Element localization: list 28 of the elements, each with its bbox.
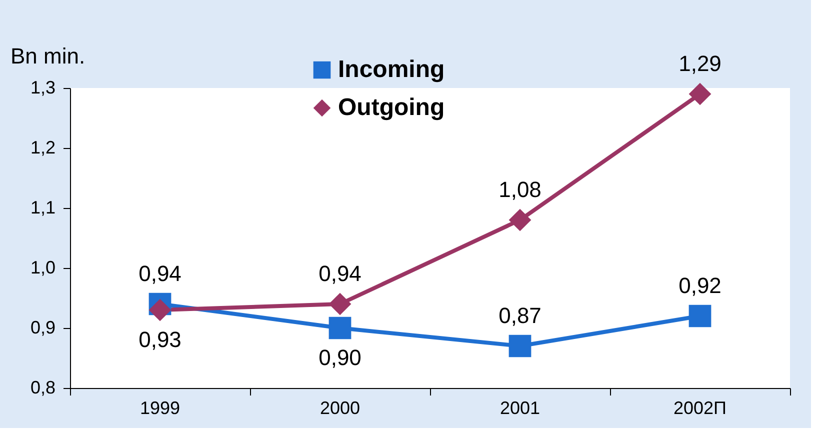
- point: [328, 292, 352, 316]
- data-label: 1,29: [678, 51, 722, 76]
- data-label: 0,93: [138, 327, 182, 352]
- point: [508, 208, 532, 232]
- y-tick-label: 1,1: [30, 198, 56, 218]
- data-label: 1,08: [498, 177, 542, 202]
- y-tick-label: 1,3: [30, 78, 56, 98]
- legend-label: Outgoing: [338, 94, 445, 121]
- y-tick-label: 0,8: [30, 378, 56, 398]
- x-tick-label: 2001: [500, 398, 540, 418]
- point: [688, 304, 712, 328]
- y-axis-title: Bn min.: [10, 44, 86, 68]
- data-label: 0,94: [138, 261, 182, 286]
- point: [148, 298, 172, 322]
- data-label: 0,87: [498, 303, 542, 328]
- x-tick-label: 2000: [320, 398, 360, 418]
- y-tick-label: 1,2: [30, 138, 56, 158]
- x-tick-label: 1999: [140, 398, 180, 418]
- y-tick-label: 1,0: [30, 258, 56, 278]
- legend-label: Incoming: [338, 56, 445, 83]
- y-tick-label: 0,9: [30, 318, 56, 338]
- point: [328, 316, 352, 340]
- data-label: 0,94: [318, 261, 362, 286]
- data-label: 0,92: [678, 273, 722, 298]
- x-tick-label: 2002П: [674, 398, 726, 418]
- point: [688, 82, 712, 106]
- data-label: 0,90: [318, 345, 362, 370]
- point: [508, 334, 532, 358]
